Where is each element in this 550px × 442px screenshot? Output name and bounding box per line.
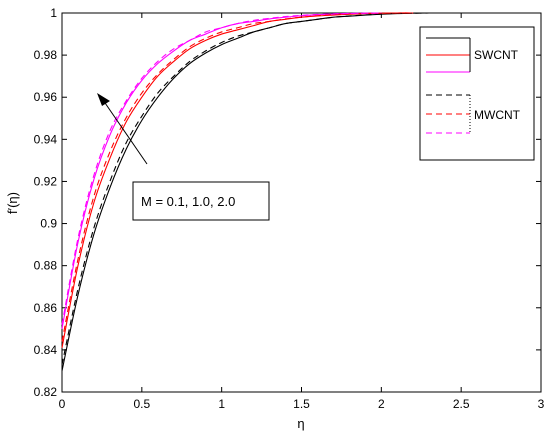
annotation-arrowhead (97, 93, 110, 106)
x-tick-label: 0 (59, 397, 66, 411)
y-tick-label: 0.9 (40, 217, 57, 231)
series-line-swcnt-red (61, 12, 414, 348)
series-line-mwcnt-red (61, 12, 414, 342)
y-tick-label: 0.88 (34, 259, 58, 273)
annotation-text: M = 0.1, 1.0, 2.0 (141, 194, 235, 209)
annotation-box (132, 181, 270, 221)
y-tick-label: 0.96 (34, 90, 58, 104)
series-line-mwcnt-magenta (61, 12, 382, 325)
y-tick-label: 0.98 (34, 48, 58, 62)
annotation-arrow-line (102, 99, 148, 165)
y-tick-label: 0.82 (34, 385, 58, 399)
y-tick-label: 0.92 (34, 174, 58, 188)
x-axis-label: η (297, 416, 304, 431)
x-tick-label: 2 (378, 397, 385, 411)
x-tick-label: 1 (218, 397, 225, 411)
legend-label-swcnt: SWCNT (474, 48, 519, 62)
x-tick-label: 3 (538, 397, 545, 411)
annotation: M = 0.1, 1.0, 2.0 (97, 93, 270, 221)
y-tick-label: 0.86 (34, 301, 58, 315)
y-tick-label: 1 (50, 6, 57, 20)
x-tick-label: 1.5 (293, 397, 310, 411)
x-tick-label: 0.5 (133, 397, 150, 411)
y-tick-label: 0.84 (34, 343, 58, 357)
legend: SWCNT MWCNT (419, 26, 535, 161)
y-tick-label: 0.94 (34, 132, 58, 146)
ticks-layer: 0 0.5 1 1.5 2 2.5 3 0.82 0.84 0.86 0.88 0.9 0.92 0.94… (34, 6, 545, 411)
y-axis-label: f′(η) (5, 192, 20, 214)
legend-label-mwcnt: MWCNT (474, 108, 521, 122)
legend-box (419, 26, 535, 161)
x-tick-label: 2.5 (453, 397, 470, 411)
series-layer (61, 12, 430, 372)
series-line-mwcnt-black (61, 12, 430, 365)
